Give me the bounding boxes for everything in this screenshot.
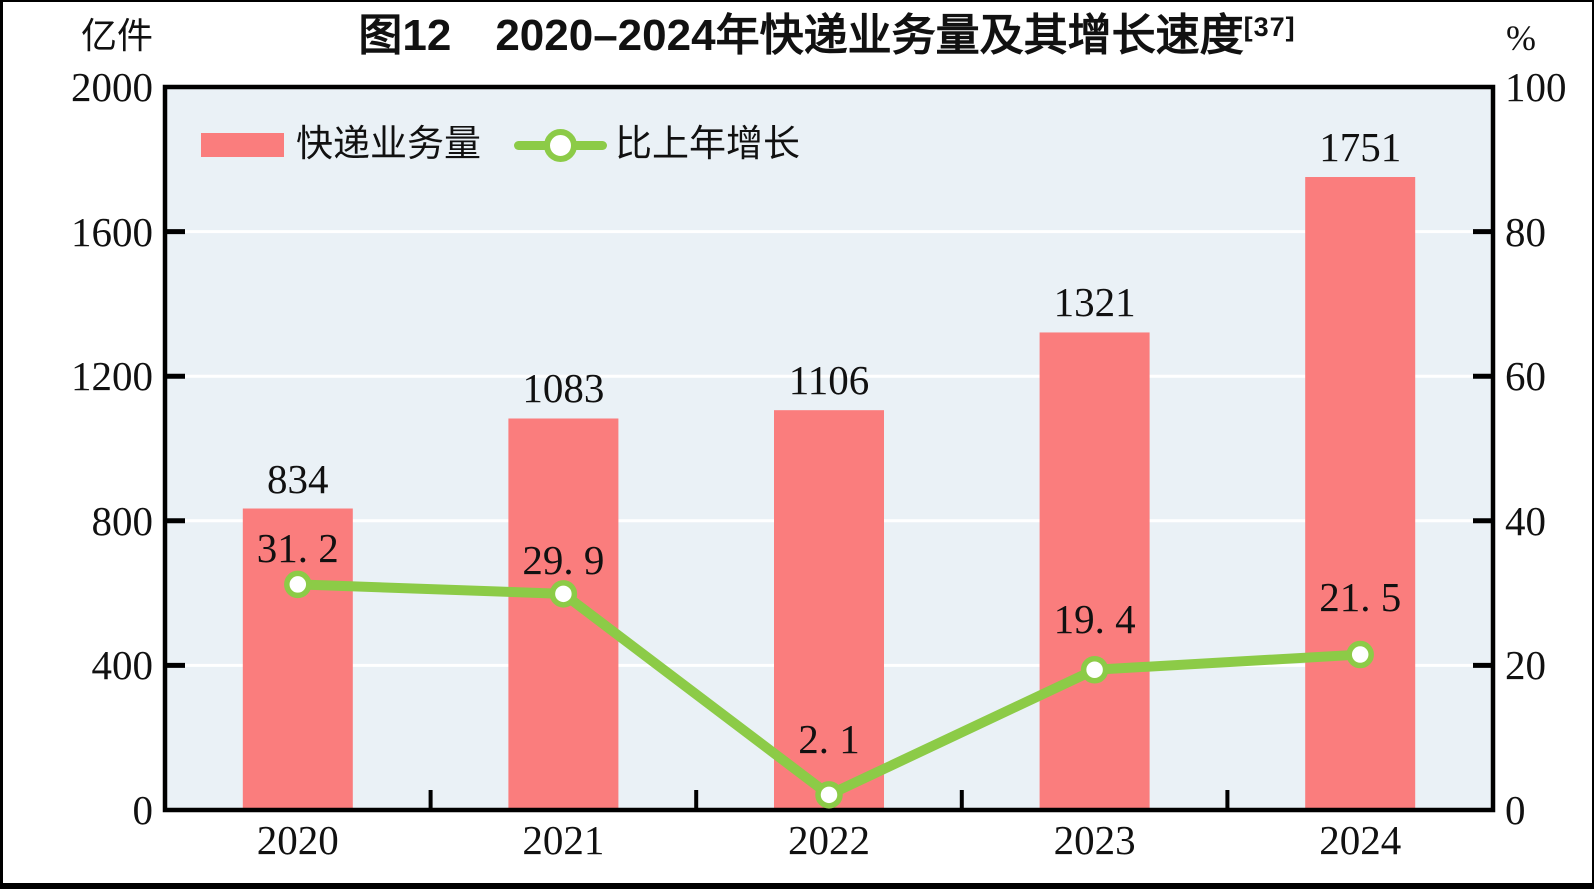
right-axis-unit-label: %: [1506, 18, 1536, 58]
legend-bar-label: 快递业务量: [296, 124, 481, 165]
growth-value-label: 2. 1: [798, 715, 860, 762]
growth-value-label: 31. 2: [256, 525, 339, 572]
plot-frame: [162, 84, 1496, 813]
legend-line-label: 比上年增长: [615, 124, 800, 165]
chart-plot: [162, 84, 1496, 813]
line-marker-2022: [815, 781, 843, 809]
line-marker-2024: [1346, 640, 1374, 669]
y-axis-left-tick-label: 2000: [71, 64, 153, 110]
y-axis-right-tick-label: 60: [1505, 353, 1546, 400]
legend-bar-swatch: [201, 133, 284, 157]
growth-value-label: 29. 9: [522, 536, 605, 583]
x-axis-tick-label: 2020: [256, 817, 339, 863]
y-axis-right-tick-label: 0: [1505, 787, 1526, 833]
chart-title-footnote-ref: [37]: [1243, 12, 1296, 42]
growth-value-label: 19. 4: [1053, 595, 1136, 642]
bar-value-label: 1083: [522, 365, 605, 412]
chart-title: 图12 2020–2024年快递业务量及其增长速度[37]: [163, 8, 1491, 69]
bar-value-label: 1106: [788, 357, 870, 404]
line-marker-2021: [549, 580, 578, 608]
y-axis-left-tick-label: 1200: [71, 353, 153, 400]
y-axis-left-tick-label: 400: [91, 642, 154, 689]
y-axis-left-tick-label: 1600: [71, 208, 153, 255]
y-axis-right-tick-label: 80: [1505, 208, 1546, 255]
x-axis-tick-label: 2022: [788, 817, 870, 863]
legend-line-marker-icon: [544, 129, 577, 162]
x-axis-tick-label: 2024: [1319, 817, 1402, 863]
y-axis-right-tick-label: 100: [1505, 64, 1567, 110]
x-axis-tick-label: 2023: [1053, 817, 1136, 863]
y-axis-left-tick-label: 800: [91, 497, 154, 544]
bar-2024: [1305, 177, 1416, 811]
line-marker-2020: [284, 570, 312, 599]
y-axis-right-tick-label: 20: [1505, 642, 1546, 689]
bar-2020: [242, 508, 353, 810]
left-axis-unit-label: 亿件: [80, 16, 153, 56]
growth-value-label: 21. 5: [1319, 573, 1402, 620]
bar-value-label: 834: [267, 455, 329, 502]
bar-2022: [774, 410, 884, 810]
bar-value-label: 1751: [1319, 124, 1402, 170]
x-axis-tick-label: 2021: [522, 817, 605, 863]
bar-value-label: 1321: [1053, 279, 1136, 326]
y-axis-right-tick-label: 40: [1505, 497, 1546, 544]
bar-2021: [508, 418, 619, 810]
line-marker-2023: [1080, 655, 1109, 684]
chart-title-text: 图12 2020–2024年快递业务量及其增长速度: [358, 11, 1244, 60]
bar-2023: [1039, 332, 1150, 810]
y-axis-left-tick-label: 0: [132, 787, 154, 833]
